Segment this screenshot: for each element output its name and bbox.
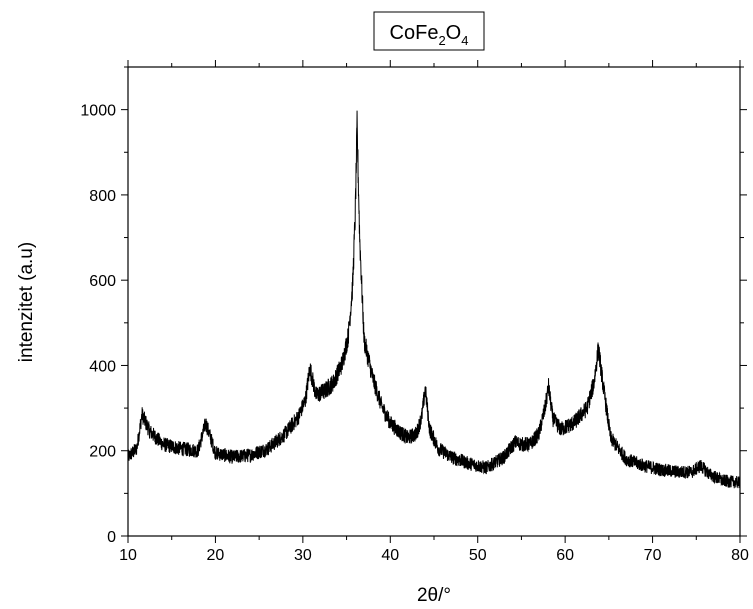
series-line	[127, 110, 741, 489]
x-tick-label: 80	[731, 547, 749, 564]
title-mid: O	[446, 22, 462, 44]
y-tick-label: 800	[89, 188, 116, 205]
title-base: CoFe	[390, 22, 439, 44]
x-tick-label: 10	[119, 547, 137, 564]
y-tick-label: 0	[107, 529, 116, 546]
y-tick-label: 400	[89, 358, 116, 375]
x-axis-title: 2θ/°	[417, 585, 451, 606]
x-tick-label: 50	[469, 547, 487, 564]
chart-title: CoFe2O4	[390, 22, 469, 48]
x-tick-label: 60	[556, 547, 574, 564]
y-axis-title: intenzitet (a.u)	[16, 242, 37, 362]
x-tick-label: 70	[644, 547, 662, 564]
title-sub2: 4	[461, 33, 468, 48]
y-axis-ticks: 0 200 400 600 800 1000	[80, 66, 747, 546]
y-tick-label: 600	[89, 273, 116, 290]
x-tick-label: 30	[294, 547, 312, 564]
x-tick-label: 40	[381, 547, 399, 564]
x-tick-label: 20	[207, 547, 225, 564]
y-tick-label: 1000	[80, 103, 116, 120]
y-tick-label: 200	[89, 444, 116, 461]
title-box	[373, 11, 485, 51]
x-axis-ticks: 10 20 30 40 50 60 70 80	[119, 60, 749, 564]
title-sub1: 2	[438, 33, 445, 48]
